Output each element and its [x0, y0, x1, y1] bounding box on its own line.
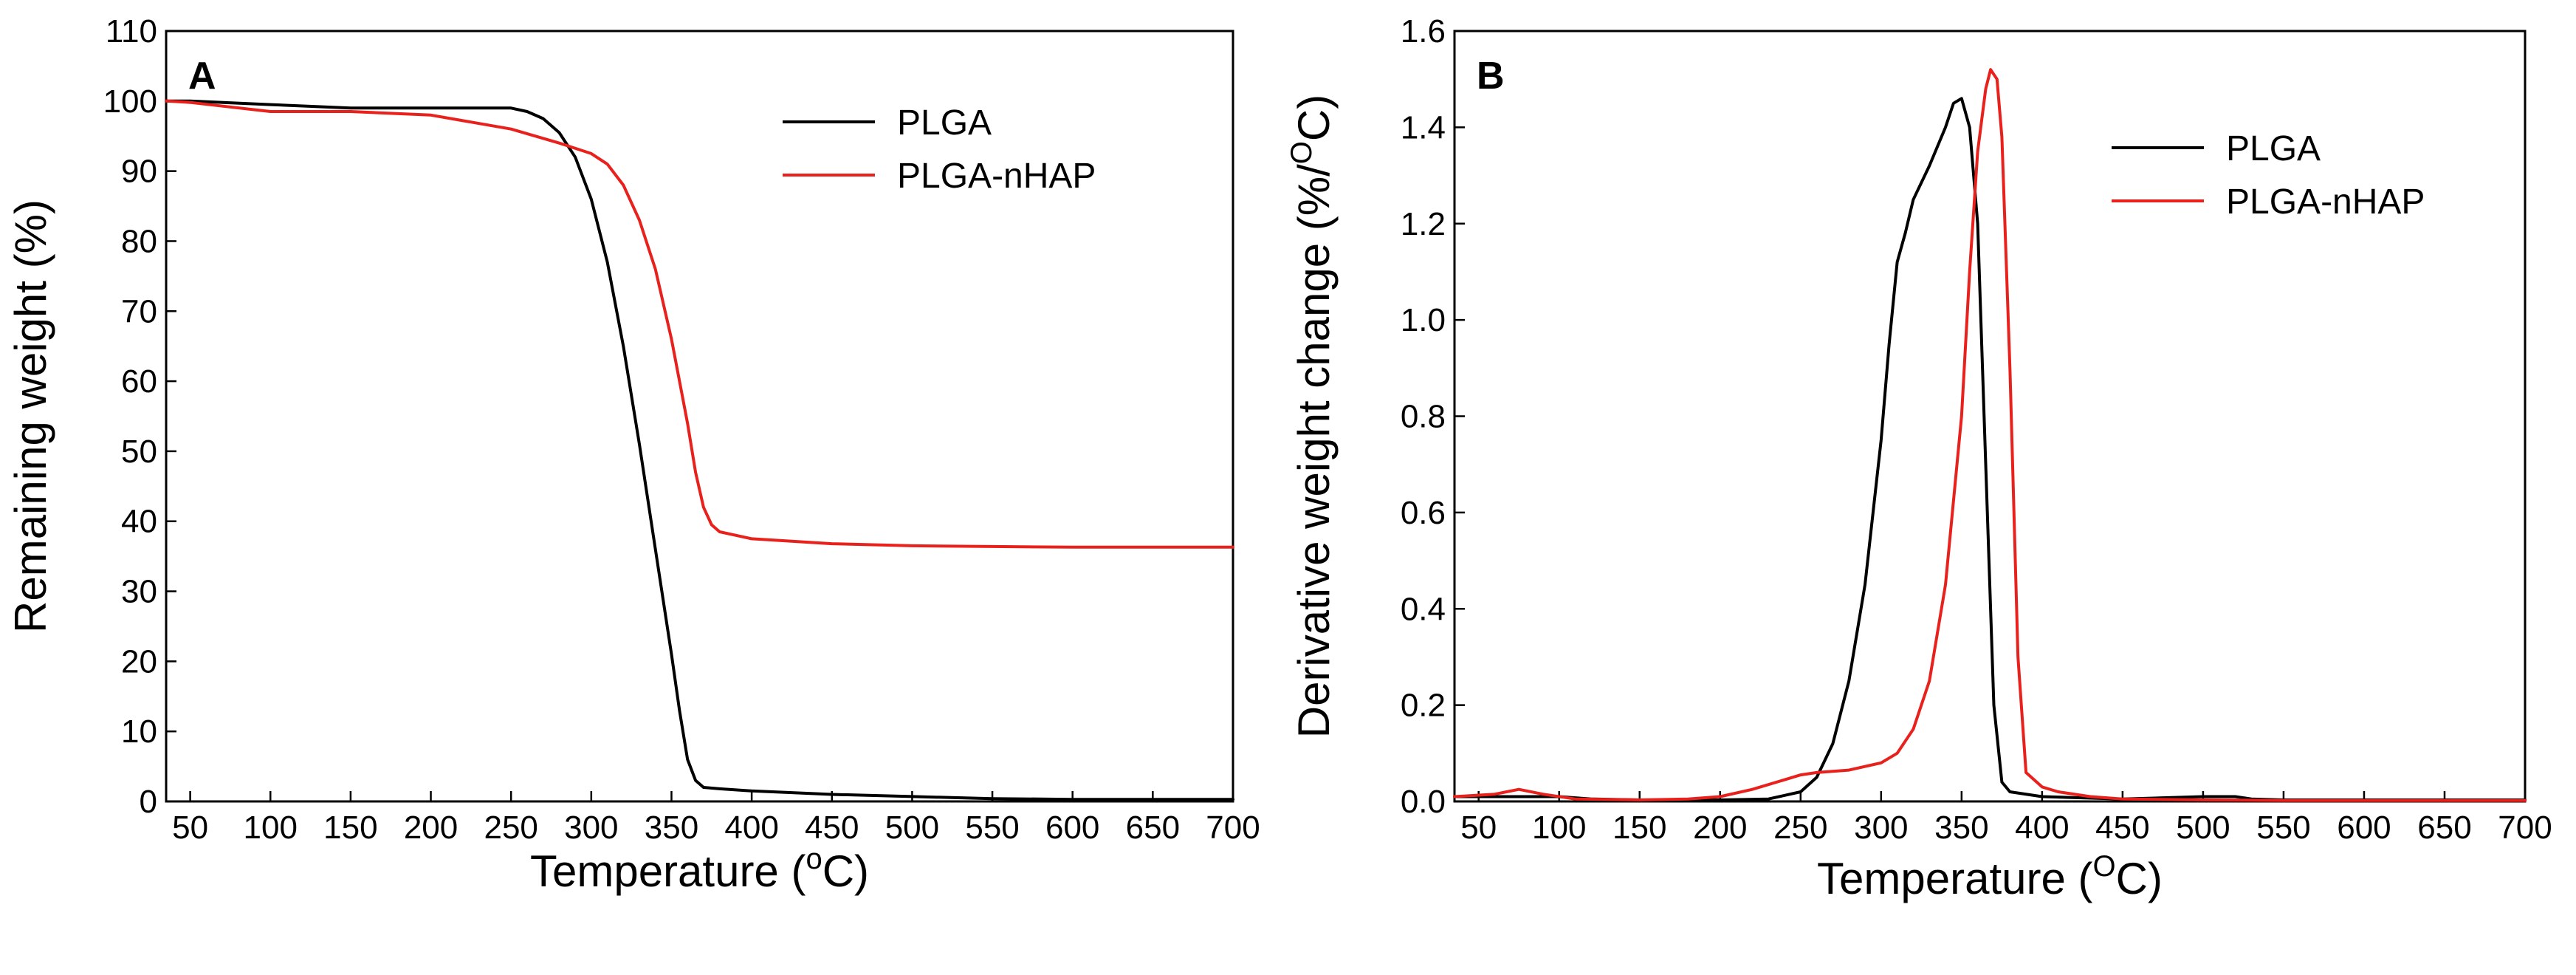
x-tick-label: 400 [2015, 810, 2069, 846]
x-tick-label: 400 [724, 810, 778, 846]
y-tick-label: 20 [121, 643, 157, 680]
x-tick-label: 650 [2417, 810, 2471, 846]
y-tick-label: 1.6 [1401, 13, 1446, 49]
y-tick-label: 0 [140, 784, 157, 820]
x-tick-label: 150 [1612, 810, 1666, 846]
y-tick-label: 10 [121, 714, 157, 750]
x-tick-label: 450 [2095, 810, 2149, 846]
y-tick-label: 1.4 [1401, 109, 1446, 146]
panel-label: B [1477, 55, 1505, 98]
chart-b: 50 100 150 200 250 300 350 400 450 500 550 600 650 70… [1285, 13, 2552, 903]
x-tick-label: 350 [1934, 810, 1988, 846]
x-tick-label: 300 [564, 810, 618, 846]
x-tick-label: 600 [1045, 810, 1099, 846]
y-tick-label: 50 [121, 434, 157, 470]
chart-a: 50 100 150 200 250 300 350 400 450 500 550 600 650 70… [6, 13, 1260, 896]
legend-label-plga: PLGA [897, 103, 992, 143]
x-tick-label: 350 [645, 810, 698, 846]
y-tick-label: 0.6 [1401, 495, 1446, 531]
x-tick-label: 700 [2498, 810, 2552, 846]
x-tick-label: 100 [244, 810, 298, 846]
x-tick-label: 550 [965, 810, 1019, 846]
x-axis-title: Temperature (OC) [1817, 850, 2163, 903]
x-tick-label: 500 [885, 810, 939, 846]
y-tick-label: 1.2 [1401, 206, 1446, 242]
x-tick-label: 100 [1532, 810, 1586, 846]
x-tick-label: 50 [172, 810, 208, 846]
x-tick-label: 600 [2337, 810, 2391, 846]
x-tick-label: 200 [404, 810, 458, 846]
plot-frame [165, 30, 1234, 803]
plot-frame [1453, 30, 2527, 803]
y-axis-title: Derivative weight change (%/OC) [1285, 95, 1339, 738]
x-tick-label: 200 [1693, 810, 1747, 846]
series-line-plga-nhap [165, 99, 1234, 549]
y-tick-label: 110 [106, 13, 157, 49]
x-tick-label: 450 [805, 810, 859, 846]
x-tick-label: 300 [1854, 810, 1908, 846]
legend-label-plga-nhap: PLGA-nHAP [897, 157, 1096, 196]
y-tick-label: 0.0 [1401, 784, 1446, 820]
x-tick-label: 700 [1206, 810, 1260, 846]
x-tick-label: 250 [1773, 810, 1827, 846]
y-tick-label: 40 [121, 504, 157, 540]
panel-label: A [188, 55, 216, 98]
x-tick-label: 550 [2256, 810, 2310, 846]
y-tick-label: 0.8 [1401, 399, 1446, 435]
x-axis-title: Temperature (oC) [530, 843, 869, 896]
y-tick-label: 60 [121, 363, 157, 400]
y-tick-label: 0.2 [1401, 688, 1446, 724]
legend-label-plga-nhap: PLGA-nHAP [2226, 182, 2425, 222]
y-tick-label: 70 [121, 293, 157, 329]
x-tick-label: 250 [484, 810, 537, 846]
y-tick-label: 90 [121, 154, 157, 190]
y-axis-title: Remaining weight (%) [6, 199, 55, 633]
series-line-plga [165, 99, 1234, 801]
y-tick-label: 0.4 [1401, 591, 1446, 627]
x-tick-label: 500 [2176, 810, 2230, 846]
y-tick-label: 30 [121, 574, 157, 610]
legend-label-plga: PLGA [2226, 129, 2321, 168]
x-tick-label: 650 [1126, 810, 1180, 846]
series-line-plga-nhap [1453, 68, 2527, 802]
x-tick-label: 150 [323, 810, 377, 846]
x-tick-label: 50 [1460, 810, 1497, 846]
y-tick-label: 1.0 [1401, 302, 1446, 338]
y-tick-label: 100 [103, 83, 157, 120]
y-tick-label: 80 [121, 223, 157, 259]
